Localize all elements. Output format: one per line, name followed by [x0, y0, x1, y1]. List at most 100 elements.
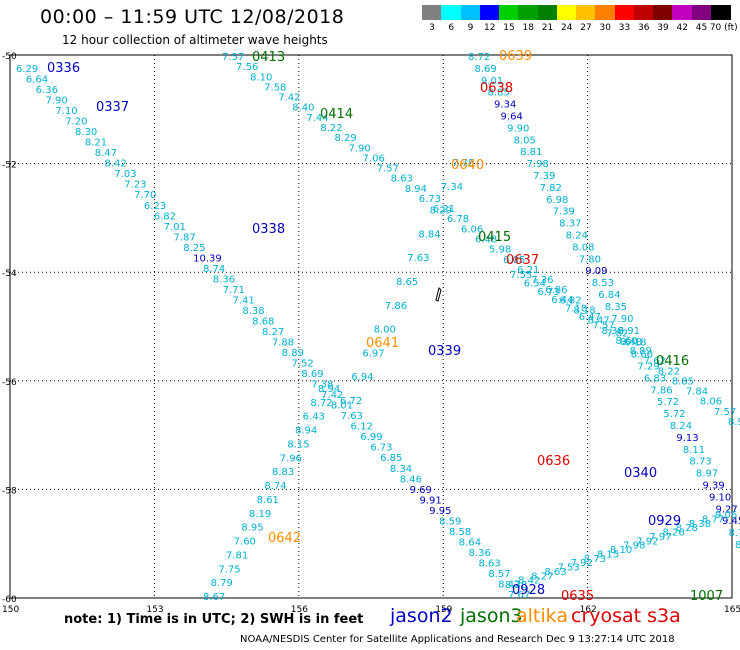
track-a-value: 8.34	[390, 464, 412, 475]
track-a-value: 7.90	[46, 96, 68, 107]
colorbar-tick-label: 24	[561, 23, 573, 33]
track-g-value: 6.47	[579, 312, 601, 323]
track-a-value: 7.63	[341, 411, 363, 422]
track-d-value: 6.43	[303, 412, 325, 423]
track-a-value: 8.01	[331, 401, 353, 412]
pass-label: 0416	[656, 354, 689, 369]
track-a-value: 7.42	[321, 390, 343, 401]
pass-label: 0642	[268, 531, 301, 546]
colorbar-swatch	[633, 5, 654, 20]
track-a-value: 7.70	[134, 190, 156, 201]
track-c-value: 8.53	[592, 278, 614, 289]
track-c-value: 9.13	[676, 433, 698, 444]
track-c-value: 8.24	[670, 421, 692, 432]
track-d-value: 8.79	[211, 578, 233, 589]
track-a-value: 6.85	[380, 453, 402, 464]
track-b-value: 7.56	[236, 62, 258, 73]
colorbar-tick-label: 9	[467, 23, 474, 33]
pass-label: 0637	[506, 253, 539, 268]
lat-label: -58	[2, 486, 17, 496]
track-c-value: 7.80	[579, 254, 601, 265]
colorbar-swatch	[441, 5, 461, 20]
track-c-value: 6.83	[644, 373, 666, 384]
track-b-value: 6.05	[503, 255, 525, 266]
track-a-value: 6.64	[26, 75, 48, 86]
colorbar-tick-label: 39	[657, 23, 669, 33]
track-e-value: 8.00	[374, 325, 396, 336]
track-d-value: 8.19	[249, 509, 271, 520]
track-a-value: 7.23	[124, 180, 146, 191]
track-c-value: 5.72	[663, 409, 685, 420]
lat-label: -60	[2, 595, 17, 605]
colorbar-swatch	[691, 5, 712, 20]
track-g-value: 7.55	[510, 270, 532, 281]
island-mark	[435, 287, 442, 302]
track-g-value: 8.48	[620, 337, 642, 348]
track-g-value: 6.44	[551, 295, 573, 306]
track-f-value: 7.92	[636, 536, 658, 547]
track-d-value: 8.83	[272, 467, 294, 478]
map-frame	[9, 54, 733, 599]
colorbar-swatch	[672, 5, 692, 20]
track-a-value: 7.20	[65, 117, 87, 128]
track-b-value: 6.48	[475, 235, 497, 246]
track-e-value: 7.34	[441, 182, 463, 193]
track-f-value: 7.53	[558, 563, 580, 574]
legend-jason3: jason3	[460, 605, 523, 627]
track-d-value: 7.81	[226, 550, 248, 561]
track-f-value: 7.97	[649, 532, 671, 543]
track-e-value: 7.86	[385, 301, 407, 312]
track-f-value: 8.15	[597, 549, 619, 560]
track-f-value: 8.63	[544, 567, 566, 578]
track-c-value: 8.08	[572, 242, 594, 253]
track-c-value: 9.45	[722, 516, 740, 527]
colorbar-tick-label: 6	[448, 23, 455, 33]
track-a-value: 7.87	[173, 232, 195, 243]
track-c-value: 7.90	[611, 314, 633, 325]
pass-label: 0639	[499, 49, 532, 64]
track-a-value: 6.12	[351, 422, 373, 433]
track-c-value: 8.21	[735, 540, 740, 551]
legend-jason2: jason2	[390, 605, 453, 627]
colorbar-swatch	[653, 5, 673, 20]
track-b-value: 7.57	[714, 407, 736, 418]
track-c-value: 8.24	[566, 231, 588, 242]
colorbar-swatch	[460, 5, 481, 20]
track-d-value: 8.74	[264, 481, 286, 492]
track-b-value: 7.90	[349, 143, 371, 154]
track-a-value: 8.21	[85, 138, 107, 149]
track-g-value: 7.18	[565, 304, 587, 315]
track-c-value: 9.34	[494, 100, 516, 111]
track-b-value: 6.21	[517, 265, 539, 276]
lat-label: -56	[2, 378, 17, 388]
track-c-value: 9.39	[702, 480, 724, 491]
track-c-value: 7.86	[650, 385, 672, 396]
colorbar-swatch	[614, 5, 635, 20]
track-c-value: 8.05	[514, 135, 536, 146]
colorbar-tick-label: 15	[503, 23, 515, 33]
track-a-value: 8.89	[282, 348, 304, 359]
colorbar-tick-label: 36	[638, 23, 650, 33]
track-a-value: 7.41	[232, 295, 254, 306]
track-b-value: 8.94	[405, 184, 427, 195]
colorbar-swatch	[479, 5, 500, 20]
track-d-value: 8.94	[295, 426, 317, 437]
track-a-value: 8.38	[242, 306, 264, 317]
colorbar-tick-label: 3	[429, 23, 435, 33]
track-g-value: 7.57	[593, 320, 615, 331]
colorbar-tick-label: 21	[541, 23, 554, 33]
pass-label: 0928	[512, 583, 545, 598]
track-c-value: 8.37	[559, 219, 581, 230]
track-b-value: 7.62	[644, 356, 666, 367]
track-a-value: 7.03	[114, 169, 136, 180]
track-b-value: 8.22	[658, 366, 680, 377]
track-a-value: 6.29	[16, 64, 38, 75]
track-c-value: 6.91	[618, 326, 640, 337]
colorbar-swatch	[710, 5, 731, 20]
pass-label: 0929	[648, 514, 681, 529]
track-b-value: 8.47	[587, 316, 609, 327]
track-b-value: 7.06	[363, 153, 385, 164]
track-a-value: 8.36	[469, 548, 491, 559]
track-b-value: 5.98	[489, 245, 511, 256]
